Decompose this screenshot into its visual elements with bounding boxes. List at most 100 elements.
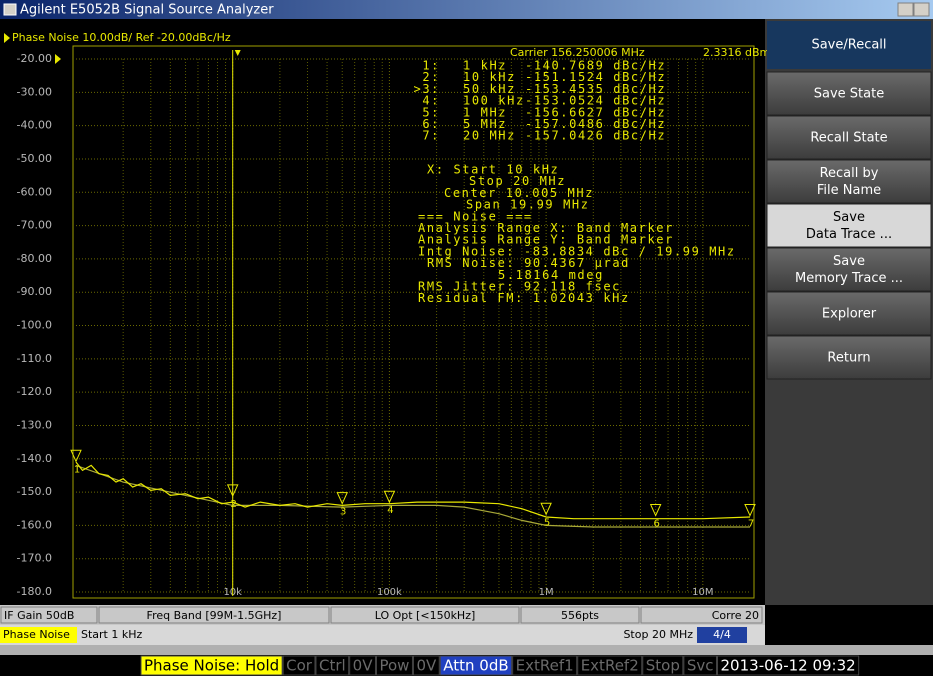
softkey[interactable] — [766, 159, 932, 204]
start-label: Start 1 kHz — [81, 628, 143, 641]
y-tick-label: -130.0 — [17, 418, 52, 431]
x-tick-label: 10M — [692, 587, 713, 598]
maximize-button[interactable] — [913, 2, 930, 17]
softkey-label: Save State — [814, 87, 884, 102]
carrier-frequency: Carrier 156.250006 MHz — [510, 46, 645, 59]
softkey[interactable] — [766, 71, 932, 116]
chart-title: Phase Noise 10.00dB/ Ref -20.00dBc/Hz — [12, 31, 231, 44]
softkey[interactable] — [766, 247, 932, 292]
minimize-button[interactable] — [897, 2, 914, 17]
range-start-arrow — [234, 50, 241, 56]
readout-marker-freq: 100 kHz — [463, 94, 525, 108]
readout-line: RMS Noise: 90.4367 µrad — [427, 256, 630, 270]
softkey-label: Memory Trace ... — [795, 271, 903, 286]
softkey-label: Save — [833, 254, 865, 269]
reference-arrow — [55, 54, 61, 64]
y-tick-label: -120.0 — [17, 385, 52, 398]
readout-marker-value: -151.1524 dBc/Hz — [525, 70, 666, 84]
page-box — [697, 627, 747, 643]
readout-marker-id: 1: — [422, 59, 440, 73]
footer-cell — [717, 655, 860, 676]
x-tick-label: 1M — [539, 587, 554, 598]
y-tick-label: -180.0 — [17, 585, 52, 598]
y-tick-label: -70.00 — [17, 219, 52, 232]
readout-marker-id: 6: — [422, 117, 440, 131]
marker-label: 7 — [748, 519, 754, 530]
trace — [75, 464, 750, 528]
footer-text: 2013-06-12 09:32 — [721, 657, 856, 675]
marker-label: 1 — [74, 464, 80, 475]
readout-line: 5.18164 mdeg — [498, 268, 604, 282]
marker — [383, 490, 396, 504]
carrier-power: 2.3316 dBm — [703, 46, 770, 59]
footer-text: Pow — [379, 657, 409, 675]
footer-cell — [282, 655, 316, 676]
readout-line: X: Start 10 kHz — [427, 163, 559, 177]
softkey-label: Return — [827, 351, 870, 366]
footer-cell — [683, 655, 718, 676]
plot-frame — [72, 45, 755, 599]
readout-line: Stop 20 MHz — [469, 174, 566, 188]
marker-label: 2 — [231, 499, 237, 510]
page-label: 4/4 — [713, 628, 731, 641]
title-bar — [0, 0, 933, 19]
readout-marker-value: -157.0486 dBc/Hz — [525, 117, 666, 131]
readout-marker-id: 2: — [422, 70, 440, 84]
readout-marker-freq: 1 MHz — [463, 105, 507, 119]
readout-marker-id: >3: — [414, 82, 440, 96]
y-tick-label: -160.0 — [17, 518, 52, 531]
status-text: Freq Band [99M-1.5GHz] — [147, 609, 282, 622]
marker — [226, 484, 239, 498]
stop-label: Stop 20 MHz — [623, 628, 693, 641]
readout-marker-id: 5: — [422, 105, 440, 119]
footer-cell — [439, 655, 513, 676]
separator — [0, 645, 933, 655]
readout-marker-value: -153.4535 dBc/Hz — [525, 82, 666, 96]
readout-line: Intg Noise: -83.8834 dBc / 19.99 MHz — [418, 244, 736, 258]
footer-cell — [349, 655, 376, 676]
readout-marker-id: 4: — [422, 94, 440, 108]
marker-label: 5 — [544, 517, 550, 528]
softkey[interactable] — [766, 291, 932, 336]
marker-label: 3 — [340, 507, 346, 518]
mode-label: Phase Noise — [3, 628, 70, 641]
status-text: 556pts — [561, 609, 599, 622]
status-row-2 — [0, 625, 765, 645]
readout-marker-value: -140.7689 dBc/Hz — [525, 59, 666, 73]
readout-marker-value: -156.6627 dBc/Hz — [525, 105, 666, 119]
window-title: Agilent E5052B Signal Source Analyzer — [20, 3, 274, 18]
softkey-label: Data Trace ... — [806, 227, 892, 242]
marker-label: 4 — [387, 505, 393, 516]
footer-cell — [512, 655, 578, 676]
footer-cell — [375, 655, 413, 676]
softkey-header-label: Save/Recall — [811, 38, 886, 53]
softkey[interactable] — [766, 335, 932, 380]
readout-line: Span 19.99 MHz — [466, 198, 590, 212]
marker — [649, 504, 662, 517]
status-text: IF Gain 50dB — [4, 609, 74, 622]
softkey-label: Explorer — [822, 307, 877, 322]
readout-marker-freq: 20 MHz — [463, 129, 516, 143]
footer-text: Attn 0dB — [443, 657, 508, 675]
x-tick-label: 100k — [377, 587, 402, 598]
status-text: LO Opt [<150kHz] — [375, 609, 476, 622]
footer-text: Svc — [687, 657, 714, 675]
readout-line: Analysis Range X: Band Marker — [418, 221, 674, 235]
y-tick-label: -20.00 — [17, 52, 52, 65]
readout-line: RMS Jitter: 92.118 fsec — [418, 280, 621, 294]
y-tick-label: -50.00 — [17, 152, 52, 165]
footer-cell — [577, 655, 643, 676]
footer-text: ExtRef2 — [581, 657, 639, 675]
softkey[interactable] — [766, 203, 932, 248]
status-cell — [330, 606, 520, 624]
readout-marker-value: -157.0426 dBc/Hz — [525, 129, 666, 143]
footer-text: Ctrl — [319, 657, 346, 675]
softkey[interactable] — [766, 115, 932, 160]
footer-cell — [140, 655, 283, 676]
y-tick-label: -60.00 — [17, 185, 52, 198]
status-cell — [98, 606, 330, 624]
y-tick-label: -30.00 — [17, 85, 52, 98]
readout-line: Center 10.005 MHz — [444, 186, 594, 200]
